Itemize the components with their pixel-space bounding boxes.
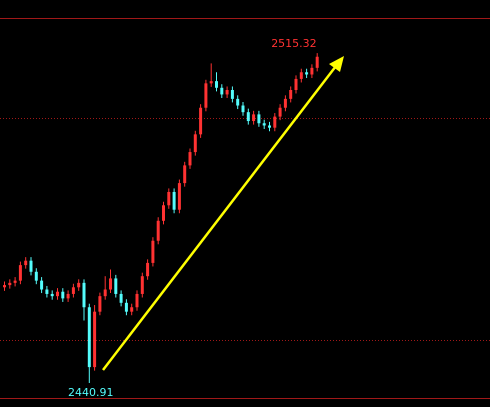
candle-body	[130, 307, 134, 312]
candle-body	[315, 56, 319, 68]
candle-body	[71, 287, 75, 294]
candle-body	[183, 165, 187, 184]
candle-body	[114, 278, 118, 294]
candle-body	[135, 293, 139, 308]
candle-body	[50, 293, 54, 297]
candle-body	[119, 293, 123, 303]
candle-body	[177, 183, 181, 210]
candle-body	[215, 81, 218, 88]
candle-body	[252, 114, 256, 122]
candle-body	[188, 152, 192, 166]
candle-body	[98, 296, 102, 312]
candle-body	[77, 282, 81, 288]
candle-body	[305, 72, 309, 75]
candle-body	[103, 289, 107, 297]
candle-body	[230, 90, 234, 99]
candle-body	[146, 262, 150, 277]
candle-body	[93, 311, 97, 368]
candle-body	[257, 114, 261, 124]
candle-body	[18, 265, 22, 281]
candle-body	[124, 302, 128, 312]
candle-body	[29, 260, 33, 272]
candle-body	[66, 293, 70, 299]
candle-body	[8, 282, 12, 286]
candle-body	[273, 116, 277, 128]
arrow-shaft	[102, 65, 337, 371]
max-label: 2515.32	[271, 37, 317, 50]
candle-body	[140, 276, 144, 294]
candle-body	[109, 278, 112, 290]
plot-area: 2515.32 2440.91	[0, 37, 490, 399]
candle-body	[167, 191, 171, 206]
candle-body	[3, 285, 6, 288]
candle-body	[24, 260, 28, 266]
candle-body	[193, 134, 197, 153]
candle-body	[56, 291, 59, 297]
candle-body	[225, 90, 229, 95]
trend-arrow	[102, 56, 344, 371]
candle-body	[246, 112, 250, 122]
candle-body	[199, 107, 203, 135]
candle-body	[289, 90, 293, 99]
candle-body	[172, 191, 176, 210]
candle-body	[87, 307, 91, 368]
candle-body	[151, 240, 155, 263]
candle-body	[310, 67, 314, 75]
candle-body	[262, 123, 266, 126]
candle-body	[40, 280, 44, 290]
candle-body	[156, 220, 160, 241]
candle-body	[45, 289, 49, 294]
candle-body	[61, 291, 65, 299]
candle-body	[82, 282, 86, 308]
arrow-head	[329, 56, 344, 72]
candle-body	[34, 271, 38, 281]
candle-body	[268, 125, 271, 128]
candle-body	[220, 87, 224, 95]
candle-body	[204, 83, 208, 108]
candle-body	[283, 98, 287, 108]
candle-body	[278, 107, 282, 117]
candle-body	[299, 72, 303, 79]
candle-body	[241, 105, 245, 113]
candle-body	[236, 98, 240, 106]
min-label: 2440.91	[68, 386, 114, 399]
candle-body	[294, 78, 298, 91]
candle-body	[13, 280, 17, 283]
candle-body	[209, 81, 213, 84]
candle-body	[162, 205, 165, 221]
